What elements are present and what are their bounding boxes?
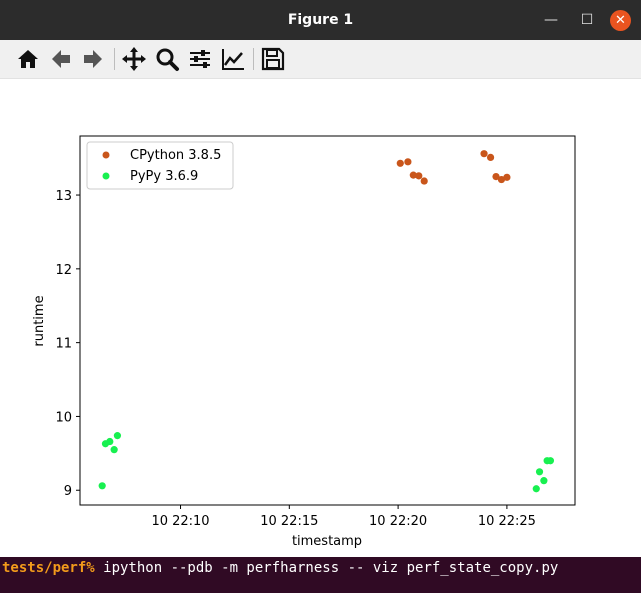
subplots-button[interactable] <box>186 45 214 73</box>
pypy-data-point <box>110 446 118 454</box>
legend-label-cpython: CPython 3.8.5 <box>130 148 221 163</box>
cpython-data-point <box>480 150 488 158</box>
save-floppy-icon <box>261 47 285 71</box>
pypy-data-point <box>535 468 544 476</box>
toolbar-separator <box>253 48 254 70</box>
close-button[interactable]: ✕ <box>610 10 631 31</box>
zoom-magnifier-icon <box>156 48 179 71</box>
home-icon <box>18 50 38 68</box>
y-tick-label: 10 <box>55 410 72 425</box>
pypy-data-point <box>113 432 122 440</box>
forward-button[interactable] <box>79 45 107 73</box>
pypy-data-point <box>546 457 555 465</box>
y-tick-label: 13 <box>55 189 72 204</box>
window-title: Figure 1 <box>287 12 354 28</box>
y-tick-label: 11 <box>55 337 72 352</box>
y-tick-label: 12 <box>55 263 72 278</box>
pypy-data-point <box>106 437 114 446</box>
x-tick-label: 10 22:15 <box>260 514 318 529</box>
y-axis-label: runtime <box>32 295 47 346</box>
pypy-data-point <box>540 477 548 485</box>
cpython-data-point <box>492 172 500 181</box>
x-axis-label: timestamp <box>292 534 362 549</box>
axes-line-chart-icon <box>222 49 244 70</box>
cpython-data-point <box>486 153 495 162</box>
x-tick-label: 10 22:10 <box>151 514 209 529</box>
zoom-button[interactable] <box>153 45 181 73</box>
cpython-data-point <box>415 172 423 180</box>
legend-box <box>86 141 234 190</box>
legend: CPython 3.8.5 PyPy 3.6.9 <box>86 141 234 190</box>
x-tick-label: 10 22:20 <box>369 514 427 529</box>
pan-move-icon <box>122 47 146 71</box>
figure-canvas[interactable]: 10 22:10 10 22:15 10 22:20 10 22:25 9 10 11 12… <box>0 79 641 557</box>
toolbar-separator <box>114 48 115 70</box>
terminal-prompt: tests/perf% <box>2 560 95 576</box>
pypy-data-point <box>532 485 540 493</box>
cpython-data-point <box>503 173 511 181</box>
back-button[interactable] <box>47 45 75 73</box>
cpython-data-point <box>409 171 417 179</box>
legend-marker-pypy <box>102 172 110 180</box>
home-button[interactable] <box>14 45 42 73</box>
minimize-button[interactable]: — <box>544 12 558 28</box>
back-arrow-icon <box>52 50 70 68</box>
matplotlib-figure-window: Figure 1 — ☐ ✕ <box>0 0 641 557</box>
terminal-command-line: tests/perf% ipython --pdb -m perfharness… <box>2 560 558 576</box>
legend-label-pypy: PyPy 3.6.9 <box>130 169 198 184</box>
axes-frame <box>79 135 576 506</box>
x-tick-label: 10 22:25 <box>478 514 536 529</box>
subplots-sliders-icon <box>190 50 210 68</box>
pypy-data-point <box>98 482 106 490</box>
cpython-data-point <box>404 158 412 166</box>
cpython-data-point <box>396 159 404 167</box>
terminal-command: ipython --pdb -m perfharness -- viz perf… <box>94 560 559 576</box>
legend-marker-cpython <box>102 151 110 159</box>
title-bar[interactable]: Figure 1 — ☐ ✕ <box>0 0 641 40</box>
maximize-button[interactable]: ☐ <box>580 12 594 28</box>
navigation-toolbar <box>0 40 641 79</box>
cpython-data-point <box>420 177 428 185</box>
y-tick-label: 9 <box>64 484 72 499</box>
cpython-data-point <box>497 175 506 184</box>
pan-button[interactable] <box>120 45 148 73</box>
save-button[interactable] <box>259 45 287 73</box>
scatter-chart[interactable]: 10 22:10 10 22:15 10 22:20 10 22:25 9 10 11 12… <box>0 79 641 557</box>
terminal-panel[interactable]: tests/perf% ipython --pdb -m perfharness… <box>0 557 641 593</box>
forward-arrow-icon <box>84 50 102 68</box>
customize-button[interactable] <box>219 45 247 73</box>
